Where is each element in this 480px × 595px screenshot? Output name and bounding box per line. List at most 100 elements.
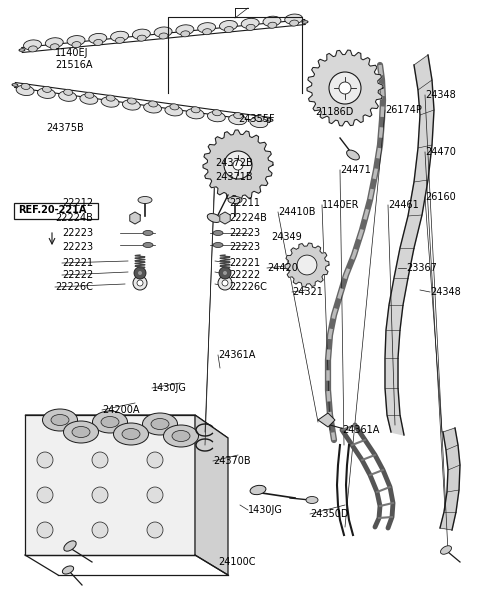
Circle shape	[147, 452, 163, 468]
Ellipse shape	[110, 32, 129, 42]
Ellipse shape	[441, 546, 452, 555]
Ellipse shape	[64, 541, 76, 551]
Ellipse shape	[80, 94, 98, 104]
Ellipse shape	[203, 29, 212, 35]
Circle shape	[223, 271, 227, 275]
Ellipse shape	[45, 37, 63, 48]
Text: REF.20-221A: REF.20-221A	[18, 205, 86, 215]
Ellipse shape	[37, 88, 55, 98]
Text: 21516A: 21516A	[55, 60, 93, 70]
Text: 22212: 22212	[62, 198, 93, 208]
Polygon shape	[203, 130, 273, 200]
Text: 24375B: 24375B	[46, 123, 84, 133]
Circle shape	[329, 72, 361, 104]
Ellipse shape	[59, 91, 76, 101]
Text: 22221: 22221	[62, 258, 93, 268]
Text: 24321: 24321	[292, 287, 323, 297]
Ellipse shape	[191, 107, 200, 113]
Text: 22223: 22223	[62, 228, 93, 238]
Ellipse shape	[63, 421, 98, 443]
Text: 22223: 22223	[229, 242, 260, 252]
Text: 22221: 22221	[229, 258, 260, 268]
Ellipse shape	[116, 37, 124, 43]
Text: 22226C: 22226C	[229, 282, 267, 292]
Text: 24100C: 24100C	[218, 557, 255, 567]
Ellipse shape	[154, 27, 172, 37]
Ellipse shape	[186, 109, 204, 119]
Text: 24355F: 24355F	[238, 114, 275, 124]
Ellipse shape	[151, 418, 169, 430]
Ellipse shape	[347, 150, 360, 160]
Ellipse shape	[127, 98, 136, 104]
Text: 24372B: 24372B	[215, 158, 253, 168]
Text: 24348: 24348	[430, 287, 461, 297]
Ellipse shape	[101, 416, 119, 427]
Polygon shape	[385, 55, 434, 435]
Text: 22211: 22211	[229, 198, 260, 208]
Ellipse shape	[43, 409, 77, 431]
Circle shape	[147, 522, 163, 538]
Ellipse shape	[12, 84, 18, 86]
Ellipse shape	[212, 109, 221, 116]
Ellipse shape	[106, 95, 115, 101]
Ellipse shape	[143, 413, 178, 435]
Text: 22222: 22222	[229, 270, 260, 280]
Ellipse shape	[28, 46, 37, 52]
Ellipse shape	[228, 196, 242, 203]
Polygon shape	[130, 212, 140, 224]
Circle shape	[37, 452, 53, 468]
Circle shape	[133, 276, 147, 290]
Text: 22222: 22222	[62, 270, 93, 280]
Circle shape	[297, 255, 317, 275]
Circle shape	[224, 151, 252, 179]
Ellipse shape	[285, 14, 303, 24]
Ellipse shape	[246, 24, 255, 30]
Ellipse shape	[149, 101, 157, 107]
Ellipse shape	[89, 33, 107, 43]
Polygon shape	[220, 212, 230, 224]
Circle shape	[92, 487, 108, 503]
Text: 22224B: 22224B	[229, 213, 267, 223]
Ellipse shape	[228, 114, 247, 125]
Circle shape	[37, 487, 53, 503]
Text: 22223: 22223	[229, 228, 260, 238]
Text: 26174P: 26174P	[385, 105, 422, 115]
Ellipse shape	[72, 427, 90, 437]
Ellipse shape	[267, 118, 273, 121]
Ellipse shape	[137, 35, 146, 41]
Text: 24461: 24461	[388, 200, 419, 210]
Ellipse shape	[170, 104, 179, 110]
Ellipse shape	[263, 16, 281, 26]
Ellipse shape	[85, 92, 94, 98]
Ellipse shape	[224, 27, 233, 33]
Text: 23367: 23367	[406, 263, 437, 273]
Ellipse shape	[93, 411, 128, 433]
Ellipse shape	[306, 496, 318, 503]
Text: 22226C: 22226C	[55, 282, 93, 292]
Text: 1140EJ: 1140EJ	[55, 48, 88, 58]
Text: 24349: 24349	[271, 232, 302, 242]
Ellipse shape	[234, 112, 242, 118]
Ellipse shape	[21, 83, 30, 89]
Ellipse shape	[64, 89, 72, 95]
Circle shape	[233, 160, 243, 170]
Ellipse shape	[198, 23, 216, 33]
Text: 1430JG: 1430JG	[248, 505, 283, 515]
Ellipse shape	[181, 31, 190, 37]
Ellipse shape	[159, 33, 168, 39]
Polygon shape	[25, 415, 195, 555]
Text: 1430JG: 1430JG	[152, 383, 187, 393]
Circle shape	[222, 280, 228, 286]
Circle shape	[92, 452, 108, 468]
Ellipse shape	[51, 415, 69, 425]
Ellipse shape	[213, 243, 223, 248]
Ellipse shape	[164, 425, 199, 447]
Text: 24200A: 24200A	[102, 405, 140, 415]
Ellipse shape	[16, 85, 34, 96]
Circle shape	[339, 82, 351, 94]
Circle shape	[147, 487, 163, 503]
Ellipse shape	[113, 423, 148, 445]
Ellipse shape	[289, 20, 299, 26]
Polygon shape	[307, 50, 383, 126]
Circle shape	[92, 522, 108, 538]
